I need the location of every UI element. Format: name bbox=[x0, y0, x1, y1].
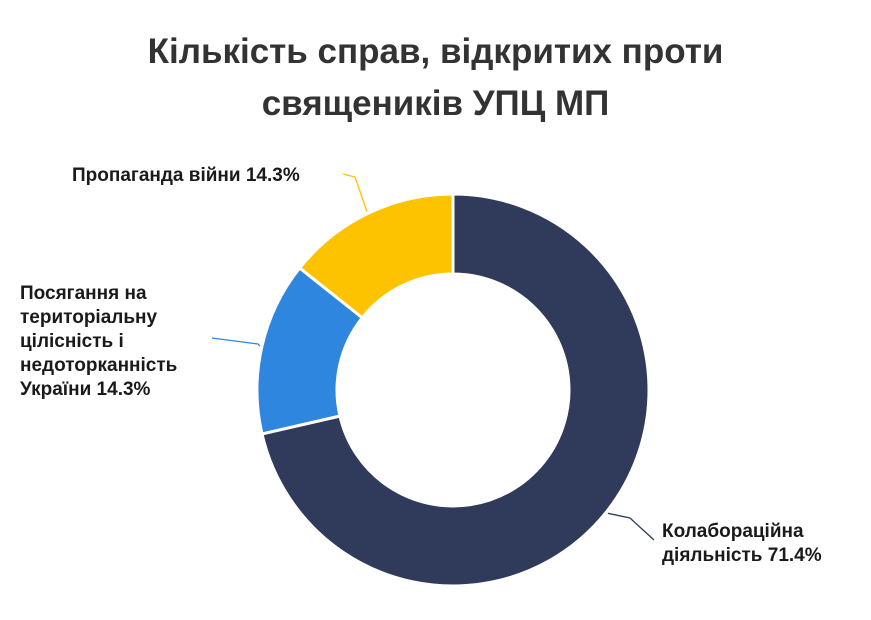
chart-title-line-1: Кількість справ, відкритих проти bbox=[147, 32, 724, 71]
leader-line-territorial-integrity bbox=[211, 337, 261, 347]
chart-title-line-2: священиків УПЦ МП bbox=[261, 84, 610, 123]
slice-label-collaboration: Колабораційна діяльність 71.4% bbox=[662, 521, 822, 566]
slice-label-territorial-integrity: Посягання на територіальну цілісність і … bbox=[20, 283, 178, 400]
slice-collaboration bbox=[260, 192, 651, 588]
leader-line-collaboration bbox=[607, 512, 655, 541]
slice-label-war-propaganda: Пропаганда війни 14.3% bbox=[72, 165, 300, 186]
slice-war-propaganda bbox=[298, 192, 455, 320]
chart-title: Кількість справ, відкритих проти священи… bbox=[0, 26, 871, 130]
leader-line-war-propaganda bbox=[342, 173, 368, 212]
